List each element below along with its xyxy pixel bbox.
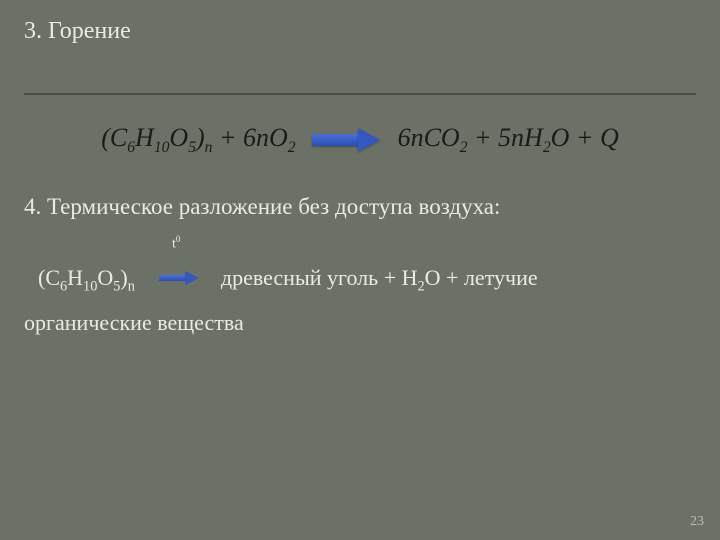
f-close: ) [120, 265, 127, 290]
slide-title: 3. Горение [24, 18, 696, 45]
prod-text-1: древесный уголь + H [221, 265, 418, 290]
eq-plus-o2: + 6nO [219, 123, 288, 152]
arrow-icon [312, 128, 382, 152]
combustion-equation: (C6H10O5)n + 6nO2 6nCO2 + 5nH2O + Q [24, 123, 696, 157]
f-o: O [97, 265, 113, 290]
page-number: 23 [690, 514, 704, 530]
prod-text-2: O + летучие [425, 265, 538, 290]
decomposition-reaction: (C6H10O5)n древесный уголь + H2O + летуч… [24, 259, 696, 342]
eq-rhs-co2: 6nCO [398, 123, 460, 152]
eq-o2-sub: 2 [288, 139, 296, 156]
section-4-heading: 4. Термическое разложение без доступа во… [24, 189, 696, 226]
eq-lhs-close: ) [196, 123, 205, 152]
eq-rhs-h2o: + 5nH [474, 123, 543, 152]
eq-rhs-tail: O + Q [551, 123, 619, 152]
f-n-sub: n [128, 278, 135, 294]
f-open: (C [38, 265, 60, 290]
eq-lhs-o-sub: 5 [188, 139, 196, 156]
eq-lhs-n: n [205, 139, 213, 156]
products-part2: органические вещества [24, 304, 682, 341]
eq-lhs-c: (C [101, 123, 127, 152]
eq-lhs-h-sub: 10 [154, 139, 170, 156]
eq-lhs-o: O [169, 123, 188, 152]
products-part1: древесный уголь + H2O + летучие [221, 259, 538, 299]
eq-lhs-h: H [135, 123, 154, 152]
prod-h2-sub: 2 [418, 278, 425, 294]
arrow-icon [159, 271, 201, 285]
reactant-formula: (C6H10O5)n [38, 259, 135, 299]
eq-rhs-co2-sub: 2 [460, 139, 468, 156]
temperature-label: t0 [172, 234, 696, 253]
f-h: H [67, 265, 83, 290]
eq-rhs-h2-sub: 2 [543, 139, 551, 156]
eq-lhs-c-sub: 6 [127, 139, 135, 156]
temp-sup: 0 [176, 234, 181, 244]
f-h-sub: 10 [83, 278, 97, 294]
divider [24, 93, 696, 95]
